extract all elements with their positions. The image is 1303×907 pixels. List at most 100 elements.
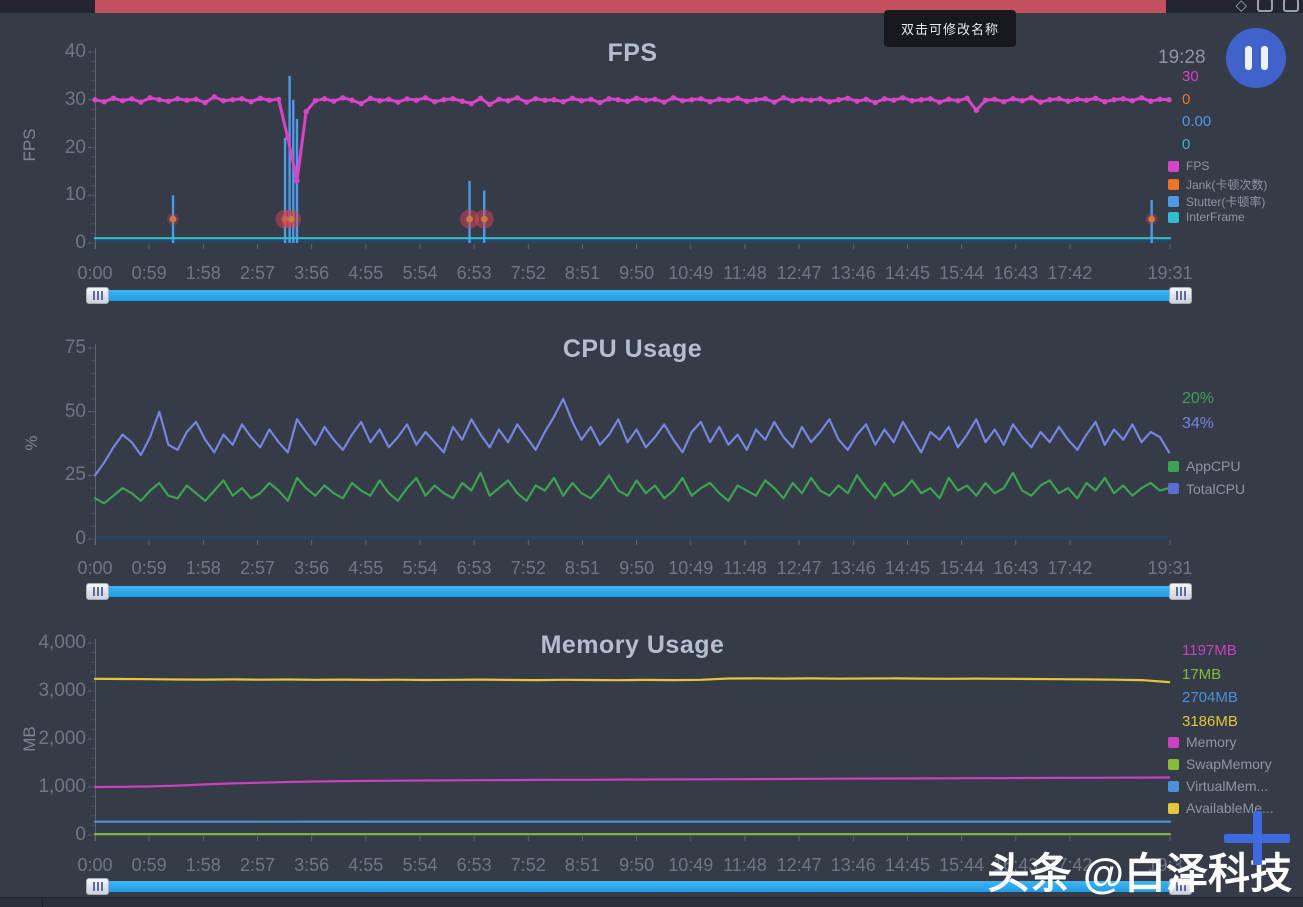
x-tick-label: 5:54 — [402, 855, 438, 875]
x-tick-label: 17:42 — [1047, 855, 1093, 875]
legend-label: TotalCPU — [1186, 480, 1246, 497]
scrollbar-left-handle[interactable] — [86, 583, 109, 600]
x-tick-label: 1:58 — [185, 558, 221, 578]
x-tick-label: 14:45 — [884, 263, 930, 283]
x-tick-label: 3:56 — [294, 263, 330, 283]
cpu-chart-title: CPU Usage — [562, 334, 703, 363]
scrollbar-right-handle[interactable] — [1169, 878, 1192, 895]
x-tick-label: 10:49 — [668, 263, 714, 283]
bottom-strip — [0, 897, 1303, 907]
legend-item[interactable]: FPS — [1168, 159, 1209, 173]
x-tick-label: 12:47 — [776, 263, 822, 283]
x-tick-label: 1:58 — [185, 855, 221, 875]
x-tick-label: 8:51 — [564, 558, 600, 578]
scrollbar-bar[interactable] — [106, 586, 1172, 597]
pause-button[interactable] — [1226, 28, 1286, 88]
x-tick-label: 16:43 — [993, 855, 1039, 875]
x-tick-label: 6:53 — [456, 263, 492, 283]
y-tick-label: 0 — [75, 528, 86, 549]
legend-item[interactable]: InterFrame — [1168, 210, 1245, 224]
x-tick-label: 0:59 — [131, 855, 167, 875]
fps-plot[interactable] — [88, 48, 1172, 249]
legend-item[interactable]: VirtualMem... — [1168, 778, 1268, 794]
fps-chart-title: FPS — [607, 38, 658, 67]
scrollbar-right-handle[interactable] — [1169, 287, 1192, 304]
legend-swatch — [1168, 483, 1179, 494]
legend-item[interactable]: TotalCPU — [1168, 481, 1245, 497]
square-icon[interactable] — [1283, 0, 1299, 12]
diamond-icon[interactable]: ◇ — [1235, 0, 1247, 14]
legend-label: AvailableMe... — [1186, 800, 1274, 816]
x-tick-label: 4:55 — [348, 263, 384, 283]
legend-item[interactable]: Stutter(卡顿率) — [1168, 193, 1265, 210]
x-tick-label: 19:31 — [1147, 558, 1193, 578]
x-tick-label: 0:59 — [131, 263, 167, 283]
x-tick-label: 5:54 — [402, 263, 438, 283]
x-tick-label: 7:52 — [510, 558, 546, 578]
legend-label: VirtualMem... — [1186, 778, 1269, 794]
x-tick-label: 16:43 — [993, 558, 1039, 578]
cpu-plot[interactable] — [88, 344, 1171, 545]
legend-swatch — [1168, 179, 1179, 190]
x-tick-label: 13:46 — [830, 558, 876, 578]
scrollbar-left-handle[interactable] — [86, 287, 109, 304]
x-tick-label: 11:48 — [723, 558, 767, 578]
rename-tooltip-text: 双击可修改名称 — [900, 22, 999, 37]
current-value: 2704MB — [1182, 689, 1238, 706]
current-value: 34% — [1182, 415, 1215, 432]
x-tick-label: 19:31 — [1147, 855, 1193, 875]
pause-icon — [1260, 46, 1268, 70]
legend-item[interactable]: AppCPU — [1168, 458, 1240, 474]
x-tick-label: 14:45 — [884, 855, 930, 875]
x-tick-label: 3:56 — [294, 855, 330, 875]
y-tick-label: 30 — [64, 88, 86, 110]
scrollbar-left-handle[interactable] — [86, 878, 109, 895]
y-tick-label: 4,000 — [38, 632, 86, 653]
x-tick-label: 10:49 — [668, 855, 714, 875]
legend-item[interactable]: SwapMemory — [1168, 756, 1272, 772]
legend-swatch — [1168, 758, 1179, 770]
legend-swatch — [1168, 802, 1179, 814]
y-tick-label: 20 — [64, 136, 86, 158]
memory-chart-title: Memory Usage — [540, 630, 725, 659]
legend-label: SwapMemory — [1186, 756, 1272, 772]
legend-swatch — [1168, 160, 1179, 172]
legend-item[interactable]: Memory — [1168, 734, 1237, 750]
x-tick-label: 7:52 — [510, 855, 546, 875]
memory-plot[interactable] — [88, 639, 1172, 841]
y-tick-label: 3,000 — [38, 680, 86, 701]
x-tick-label: 0:00 — [77, 263, 113, 283]
legend-item[interactable]: Jank(卡顿次数) — [1168, 176, 1267, 193]
x-tick-label: 11:48 — [723, 263, 767, 283]
legend-item[interactable]: AvailableMe... — [1168, 800, 1274, 816]
current-value: 3186MB — [1182, 712, 1238, 730]
x-tick-label: 9:50 — [619, 855, 655, 875]
cpu-time-scrollbar[interactable] — [86, 583, 1192, 600]
scrollbar-bar[interactable] — [106, 290, 1172, 301]
x-tick-label: 15:44 — [939, 263, 985, 283]
x-tick-label: 9:50 — [619, 558, 655, 578]
x-tick-label: 17:42 — [1047, 263, 1093, 283]
x-tick-label: 7:52 — [510, 263, 546, 283]
x-tick-label: 12:47 — [776, 558, 822, 578]
elapsed-time: 19:28 — [1158, 47, 1206, 68]
legend-label: AppCPU — [1186, 458, 1241, 474]
x-tick-label: 12:47 — [776, 855, 822, 875]
watermark: 头条 @白泽科技 — [987, 850, 1292, 897]
legend-swatch — [1168, 196, 1179, 207]
x-tick-label: 9:50 — [619, 263, 655, 283]
divider — [42, 898, 43, 907]
scrollbar-right-handle[interactable] — [1169, 583, 1192, 600]
window-titlebar: ◇ — [0, 0, 1303, 13]
memory-time-scrollbar[interactable] — [86, 878, 1192, 895]
fps-time-scrollbar[interactable] — [86, 287, 1192, 304]
y-tick-label: 25 — [64, 464, 86, 486]
scrollbar-bar[interactable] — [106, 881, 1172, 892]
x-tick-label: 10:49 — [668, 558, 714, 578]
legend-swatch — [1168, 780, 1179, 792]
square-icon[interactable] — [1257, 0, 1273, 12]
x-tick-label: 13:46 — [830, 855, 876, 875]
y-tick-label: 0 — [75, 824, 86, 845]
rename-tooltip: 双击可修改名称 — [884, 10, 1016, 47]
y-tick-label: 40 — [64, 41, 86, 62]
